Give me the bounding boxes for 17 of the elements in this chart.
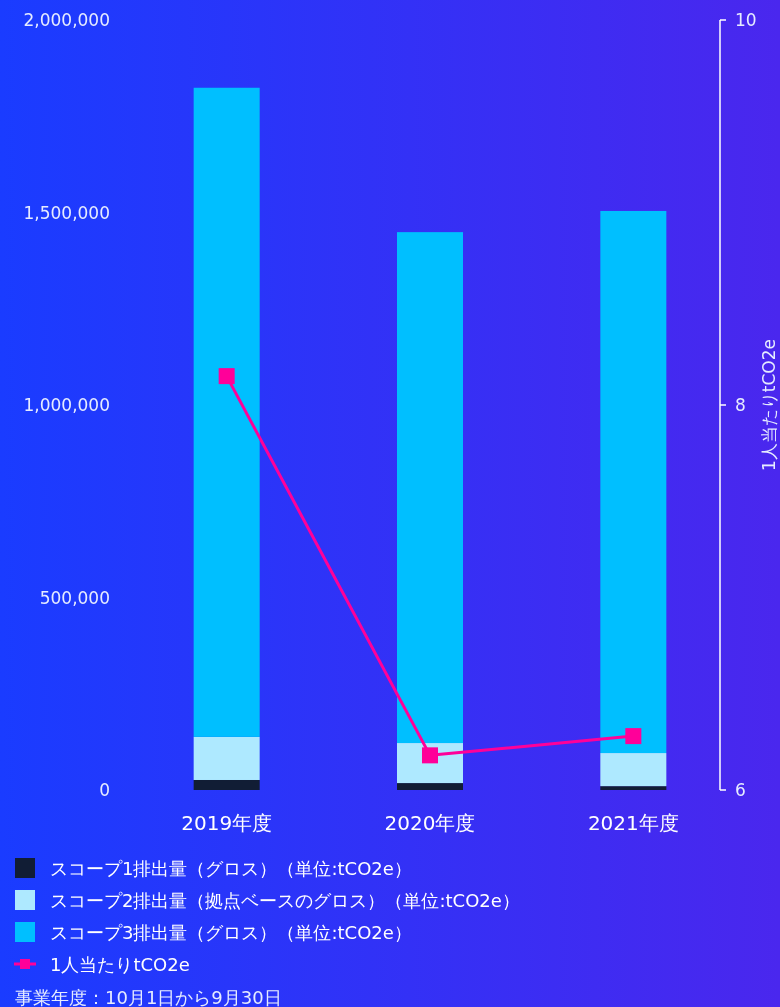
y2-tick-label: 8 <box>735 395 746 415</box>
y-tick-label: 1,000,000 <box>23 395 110 415</box>
legend-label: 1人当たりtCO2e <box>50 954 190 975</box>
y-tick-label: 0 <box>99 780 110 800</box>
y2-tick-label: 10 <box>735 10 757 30</box>
x-tick-label: 2020年度 <box>384 811 476 835</box>
y2-axis-title: 1人当たりtCO2e <box>759 338 779 472</box>
text: 事業年度：10月1日から9月30日 <box>15 987 282 1007</box>
x-tick-label: 2019年度 <box>181 811 273 835</box>
y2-tick-label: 6 <box>735 780 746 800</box>
y-tick-label: 500,000 <box>39 587 110 608</box>
y-tick-label: 1,500,000 <box>23 202 110 223</box>
x-tick-label: 2021年度 <box>587 811 679 835</box>
y-tick-label: 2,000,000 <box>23 10 110 30</box>
legend-label: スコープ2排出量（拠点ベースのグロス）（単位:tCO2e） <box>50 890 520 911</box>
legend-label: スコープ3排出量（グロス）（単位:tCO2e） <box>50 922 412 943</box>
legend-label: スコープ1排出量（グロス）（単位:tCO2e） <box>50 858 412 879</box>
